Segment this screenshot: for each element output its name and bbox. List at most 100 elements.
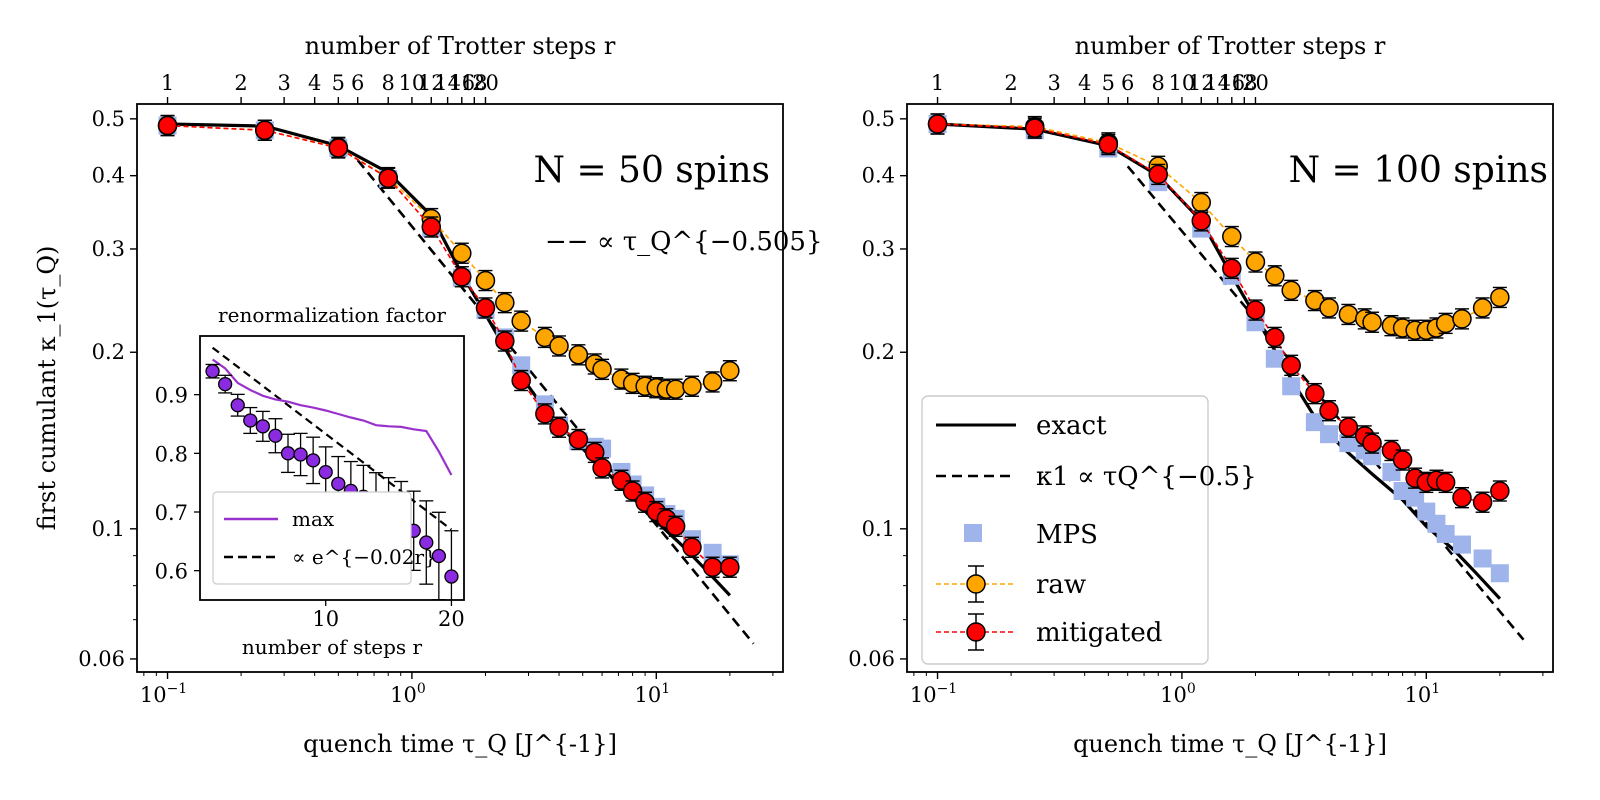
- raw-point: [592, 358, 612, 381]
- inset-point: [205, 363, 220, 379]
- mitigated-marker: [622, 481, 643, 501]
- mitigated-marker: [927, 114, 948, 134]
- y-tick-label: 0.4: [92, 164, 125, 188]
- mitigated-point: [495, 330, 515, 352]
- mitigated-point: [592, 457, 612, 479]
- raw-point: [535, 326, 555, 349]
- mitigated-marker: [452, 266, 472, 287]
- raw-point: [1191, 191, 1212, 214]
- mitigated-marker: [495, 331, 515, 351]
- inset-point: [293, 432, 308, 477]
- top-tick-label: 1: [161, 71, 174, 95]
- raw-marker: [475, 270, 496, 291]
- raw-marker: [1191, 192, 1212, 213]
- inset-marker: [280, 446, 296, 461]
- raw-marker: [1435, 313, 1456, 334]
- mitigated-marker: [1265, 327, 1285, 348]
- raw-point: [1362, 311, 1382, 333]
- y-tick-label: 0.3: [92, 237, 125, 261]
- mitigated-point: [1319, 399, 1339, 422]
- inset-marker: [444, 569, 459, 584]
- raw-point: [665, 378, 686, 400]
- mps-point: [1452, 535, 1471, 554]
- mitigated-marker: [1435, 472, 1456, 493]
- mitigated-marker: [421, 217, 442, 237]
- mitigated-marker: [1281, 355, 1301, 376]
- inset-point: [230, 393, 245, 417]
- top-tick-label: 8: [1152, 71, 1165, 95]
- raw-point: [1452, 308, 1472, 330]
- mitigated-marker: [720, 557, 740, 577]
- mitigated-point: [1472, 491, 1493, 513]
- raw-marker: [1338, 304, 1359, 325]
- left-annotation-n50: N = 50 spins: [534, 150, 771, 191]
- mitigated-point: [378, 167, 398, 189]
- mitigated-point: [665, 515, 686, 537]
- raw-point: [1472, 297, 1493, 319]
- mitigated-point: [1265, 326, 1285, 349]
- inset-marker: [419, 535, 434, 550]
- x-tick-label: 100: [390, 681, 426, 707]
- inset-point: [217, 374, 233, 394]
- raw-marker: [1452, 309, 1472, 329]
- inset-x-tick-label: 20: [438, 607, 465, 631]
- legend-mitigated-swatch: [936, 613, 1016, 651]
- inset-legend-max: max: [292, 507, 335, 531]
- inset-marker: [255, 419, 271, 434]
- right-top-axis-label: number of Trotter steps r: [1075, 32, 1386, 60]
- y-tick-label: 0.5: [862, 107, 895, 131]
- mitigated-marker: [702, 557, 723, 577]
- raw-point: [702, 371, 723, 393]
- legend-box: [921, 395, 1209, 665]
- top-tick-label: 6: [1121, 71, 1134, 95]
- mitigated-marker: [1025, 118, 1045, 138]
- top-tick-label: 18: [1231, 71, 1258, 95]
- raw-point: [1245, 251, 1266, 273]
- mitigated-marker: [1452, 487, 1472, 508]
- inset-marker: [268, 428, 283, 443]
- inset-point: [268, 418, 283, 454]
- y-tick-label: 0.1: [92, 517, 125, 541]
- mps-point: [1305, 413, 1324, 432]
- legend: exact κ1 ∝ τQ^{−0.5} MPS raw mitigated: [921, 395, 1257, 665]
- mitigated-marker: [1245, 300, 1266, 320]
- mitigated-marker: [157, 115, 178, 136]
- inset-y-tick-label: 0.7: [155, 501, 188, 525]
- raw-marker: [452, 243, 472, 263]
- mitigated-point: [1222, 257, 1242, 280]
- y-tick-label: 0.2: [92, 340, 125, 364]
- top-tick-label: 14: [1204, 71, 1231, 95]
- inset-marker: [293, 447, 308, 462]
- mitigated-marker: [511, 370, 531, 391]
- legend-raw: raw: [1036, 570, 1086, 600]
- raw-marker: [1472, 298, 1493, 318]
- inset-frame: [199, 335, 465, 601]
- left-x-axis-label: quench time τ_Q [J^{-1}]: [303, 730, 617, 758]
- mitigated-point: [584, 441, 605, 464]
- mitigated-point: [1362, 432, 1382, 454]
- mitigated-point: [452, 266, 472, 288]
- mitigated-marker: [592, 458, 612, 478]
- top-tick-label: 18: [461, 71, 488, 95]
- raw-marker: [495, 292, 515, 313]
- raw-point: [1305, 289, 1325, 312]
- raw-point: [1265, 265, 1285, 287]
- raw-marker: [1265, 266, 1285, 286]
- inset-x-label: number of steps r: [242, 635, 423, 659]
- left-fit-annotation: −− ∝ τ_Q^{−0.505}: [545, 227, 822, 257]
- inset-legend-fit: ∝ e^{−0.02r}: [292, 545, 437, 569]
- y-tick-label: 0.06: [78, 647, 125, 671]
- y-tick-label: 0.1: [862, 517, 895, 541]
- raw-marker: [549, 336, 569, 356]
- top-tick-label: 2: [1004, 71, 1017, 95]
- mitigated-marker: [475, 298, 496, 318]
- mps-point: [1473, 549, 1492, 568]
- right-x-axis-label: quench time τ_Q [J^{-1}]: [1073, 730, 1387, 758]
- top-tick-label: 3: [277, 71, 290, 95]
- mitigated-marker: [378, 168, 398, 188]
- mitigated-point: [535, 403, 555, 425]
- inset-max-line: [211, 358, 453, 476]
- inset-marker: [230, 398, 245, 413]
